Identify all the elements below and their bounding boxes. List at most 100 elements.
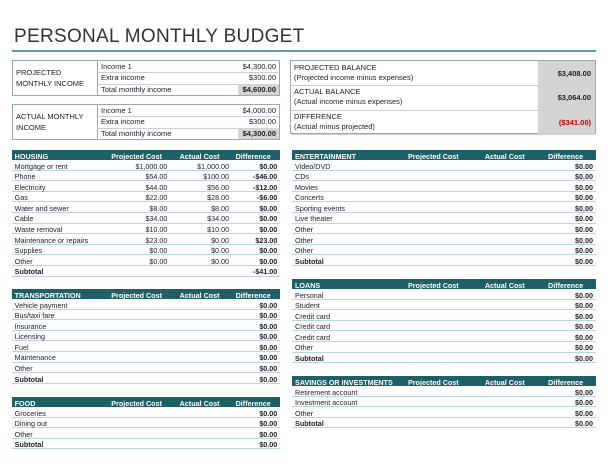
cell: $56.00 — [207, 182, 230, 192]
table-row: Licensing $0.00 — [12, 331, 280, 342]
table-row: Cable $34.00 $34.00 $0.00 — [12, 213, 280, 224]
cell: $0.00 — [574, 322, 593, 332]
table-row: Other $0.00 $0.00 $0.00 — [12, 255, 280, 266]
cell: Subtotal — [14, 440, 44, 450]
cell: Groceries — [14, 408, 46, 418]
cell: $0.00 — [259, 353, 278, 363]
cell: $0.00 — [574, 301, 593, 311]
cell: Dining out — [14, 419, 48, 429]
balance-note: (Actual income minus expenses) — [294, 97, 403, 107]
cell: Retirement account — [295, 387, 358, 397]
table-row: Movies $0.00 — [292, 181, 596, 192]
income-box: ACTUAL MONTHLY INCOME Income 1 $4,000.00 Ex… — [12, 104, 280, 140]
cell: $0.00 — [259, 203, 278, 213]
income-row: Income 1 $4,000.00 — [98, 105, 279, 118]
balance-note: (Projected income minus expenses) — [294, 73, 414, 82]
table-row: Vehicle payment $0.00 — [12, 299, 280, 310]
cell: $22.00 — [145, 193, 168, 203]
cell: $0.00 — [259, 321, 278, 331]
table-row: Retirement account $0.00 — [292, 386, 596, 397]
cell: Maintenance — [14, 353, 56, 363]
table-header: LOANS Projected Cost Actual Cost Difference — [292, 279, 596, 290]
balance-value: $3,408.00 — [538, 61, 595, 86]
balance-row: PROJECTED BALANCE (Projected income minus… — [291, 61, 595, 87]
cell: CDs — [295, 172, 310, 182]
cell: $0.00 — [259, 161, 278, 171]
cell: $0.00 — [574, 161, 593, 171]
income-name: Income 1 — [101, 106, 132, 115]
cell: $0.00 — [211, 246, 230, 256]
cell: $0.00 — [574, 172, 593, 182]
cell: $0.00 — [259, 440, 278, 450]
section-title: LOANS — [295, 280, 321, 290]
income-box: PROJECTED MONTHLY INCOME Income 1 $4,300.0… — [12, 60, 280, 96]
column-header: Difference — [548, 151, 584, 161]
cell: $0.00 — [259, 246, 278, 256]
table-row: Subtotal $0.00 — [292, 353, 596, 364]
income-row: Total monthly income $4,600.00 — [98, 83, 279, 95]
cell: $0.00 — [574, 203, 593, 213]
column-header: Actual Cost — [484, 151, 525, 161]
cell: $100.00 — [203, 172, 230, 182]
cell: Movies — [295, 182, 318, 192]
table-row: Other $0.00 — [12, 363, 280, 374]
table-header: ENTERTAINMENT Projected Cost Actual Cost Di… — [292, 150, 596, 161]
cell: $0.00 — [259, 300, 278, 310]
table-row: Waste removal $10.00 $10.00 $0.00 — [12, 224, 280, 235]
cell: $34.00 — [207, 214, 230, 224]
cell: $0.00 — [259, 311, 278, 321]
table-row: Subtotal $0.00 — [292, 418, 596, 429]
table-row: Groceries $0.00 — [12, 407, 280, 418]
table-row: Other $0.00 — [292, 224, 596, 235]
cell: Vehicle payment — [14, 300, 68, 310]
cell: $0.00 — [259, 225, 278, 235]
cell: Other — [14, 429, 33, 439]
cell: Fuel — [14, 342, 29, 352]
cell: $34.00 — [145, 214, 168, 224]
table-row: Investment account $0.00 — [292, 397, 596, 408]
cell: Subtotal — [295, 256, 324, 266]
cell: $0.00 — [574, 311, 593, 321]
cell: Credit card — [295, 332, 331, 342]
cell: Other — [14, 256, 33, 266]
table-row: Bus/taxi fare $0.00 — [12, 310, 280, 321]
income-name: Total monthly income — [101, 84, 172, 94]
cell: $0.00 — [149, 256, 168, 266]
cell: Licensing — [14, 332, 46, 342]
balance-label: ACTUAL BALANCE — [294, 87, 361, 97]
income-value: $4,300.00 — [242, 128, 276, 138]
cell: Insurance — [14, 321, 47, 331]
section-title: FOOD — [14, 398, 36, 408]
income-row: Total monthly income $4,300.00 — [98, 127, 279, 139]
table-row: Insurance $0.00 — [12, 320, 280, 331]
cell: Credit card — [295, 311, 331, 321]
cell: $0.00 — [259, 342, 278, 352]
budget-table: LOANS Projected Cost Actual Cost Difference… — [292, 279, 596, 364]
income-value: $4,600.00 — [242, 84, 276, 94]
column-header: Difference — [235, 290, 271, 300]
table-row: Subtotal -$41.00 — [12, 266, 280, 277]
cell: $10.00 — [145, 225, 168, 235]
table-row: Supplies $0.00 $0.00 $0.00 — [12, 245, 280, 256]
column-header: Actual Cost — [484, 377, 525, 387]
table-header: FOOD Projected Cost Actual Cost Difference — [12, 397, 280, 408]
income-name: Extra income — [101, 117, 145, 127]
table-row: Other $0.00 — [292, 234, 596, 245]
budget-table: TRANSPORTATION Projected Cost Actual Cost D… — [12, 289, 280, 384]
cell: $23.00 — [145, 235, 168, 245]
column-header: Projected Cost — [407, 280, 459, 290]
table-row: Other $0.00 — [12, 428, 280, 439]
column-header: Projected Cost — [111, 398, 162, 408]
cell: Student — [295, 301, 320, 311]
column-header: Actual Cost — [179, 151, 220, 161]
table-row: Sporting events $0.00 — [292, 202, 596, 213]
cell: Maintenance or repairs — [14, 235, 89, 245]
income-value: $4,300.00 — [242, 62, 276, 71]
cell: Credit card — [295, 322, 331, 332]
income-name: Total monthly income — [101, 128, 172, 138]
table-row: Maintenance or repairs $23.00 $0.00 $23.00 — [12, 234, 280, 245]
cell: $28.00 — [207, 193, 230, 203]
table-row: Mortgage or rent $1,000.00 $1,000.00 $0.00 — [12, 160, 280, 171]
column-header: Actual Cost — [179, 290, 220, 300]
cell: Subtotal — [295, 354, 324, 364]
